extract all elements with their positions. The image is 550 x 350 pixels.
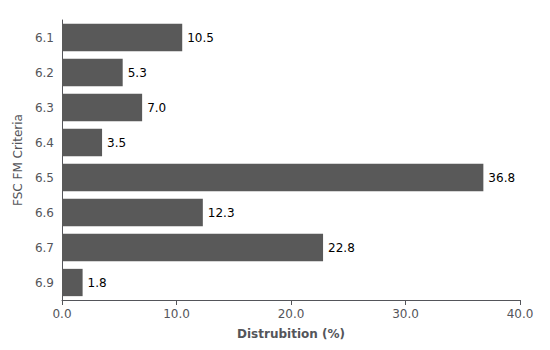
- svg-text:22.8: 22.8: [328, 241, 355, 255]
- svg-text:6.2: 6.2: [35, 66, 54, 80]
- svg-text:30.0: 30.0: [392, 307, 419, 321]
- svg-text:40.0: 40.0: [507, 307, 534, 321]
- svg-text:6.5: 6.5: [35, 171, 54, 185]
- svg-text:6.6: 6.6: [35, 206, 54, 220]
- svg-text:5.3: 5.3: [128, 66, 147, 80]
- svg-text:6.3: 6.3: [35, 101, 54, 115]
- svg-text:1.8: 1.8: [88, 276, 107, 290]
- svg-text:6.7: 6.7: [35, 241, 54, 255]
- svg-text:6.1: 6.1: [35, 31, 54, 45]
- svg-text:6.9: 6.9: [35, 276, 54, 290]
- svg-text:20.0: 20.0: [278, 307, 305, 321]
- svg-text:12.3: 12.3: [208, 206, 235, 220]
- svg-text:FSC FM Criteria: FSC FM Criteria: [11, 114, 25, 206]
- svg-text:6.4: 6.4: [35, 136, 54, 150]
- svg-text:10.0: 10.0: [163, 307, 190, 321]
- svg-text:36.8: 36.8: [488, 171, 515, 185]
- svg-text:Distrubition (%): Distrubition (%): [237, 327, 345, 341]
- svg-text:3.5: 3.5: [107, 136, 126, 150]
- svg-text:10.5: 10.5: [187, 31, 214, 45]
- svg-text:7.0: 7.0: [147, 101, 166, 115]
- svg-text:0.0: 0.0: [52, 307, 71, 321]
